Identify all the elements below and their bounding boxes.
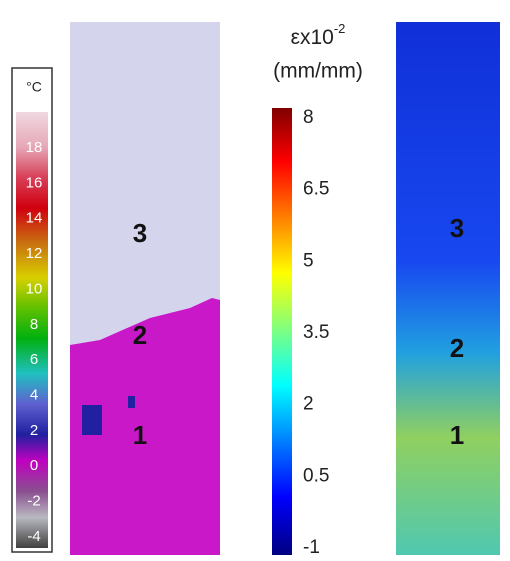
temperature-tick-label: 12 bbox=[26, 245, 43, 262]
temperature-tick-label: 14 bbox=[26, 210, 43, 227]
strain-map bbox=[396, 22, 500, 555]
region-label: 2 bbox=[450, 333, 464, 363]
strain-tick-label: 3.5 bbox=[303, 322, 329, 343]
strain-tick-label: 5 bbox=[303, 250, 314, 271]
strain-tick-label: 8 bbox=[303, 107, 314, 128]
region-label: 2 bbox=[133, 320, 147, 350]
temperature-tick-label: 0 bbox=[30, 457, 38, 474]
temperature-tick-label: 18 bbox=[26, 139, 43, 156]
strain-title-exponent: -2 bbox=[334, 21, 346, 36]
strain-unit: (mm/mm) bbox=[273, 60, 363, 83]
strain-title-base: εx10 bbox=[291, 26, 334, 49]
strain-title: εx10-2 bbox=[291, 21, 346, 48]
region-label: 3 bbox=[133, 218, 147, 248]
strain-tick-label: 0.5 bbox=[303, 465, 329, 486]
heated-region bbox=[70, 298, 220, 555]
strain-tick-label: 6.5 bbox=[303, 179, 329, 200]
cold-spot bbox=[82, 405, 102, 435]
temperature-tick-label: 4 bbox=[30, 387, 38, 404]
region-label: 3 bbox=[450, 213, 464, 243]
strain-tick-label: 2 bbox=[303, 394, 314, 415]
cold-spot bbox=[128, 396, 135, 408]
strain-colorbar bbox=[272, 108, 292, 555]
temperature-tick-label: 10 bbox=[26, 280, 43, 297]
temperature-colorbar bbox=[16, 112, 48, 548]
temperature-tick-label: -4 bbox=[27, 528, 40, 545]
strain-tick-label: -1 bbox=[303, 537, 320, 558]
region-label: 1 bbox=[450, 420, 464, 450]
region-label: 1 bbox=[133, 420, 147, 450]
temperature-tick-label: -2 bbox=[27, 493, 40, 510]
temperature-tick-label: 6 bbox=[30, 351, 38, 368]
temperature-tick-label: 8 bbox=[30, 316, 38, 333]
temperature-unit: °C bbox=[26, 79, 42, 95]
temperature-tick-label: 2 bbox=[30, 422, 38, 439]
temperature-tick-label: 16 bbox=[26, 174, 43, 191]
